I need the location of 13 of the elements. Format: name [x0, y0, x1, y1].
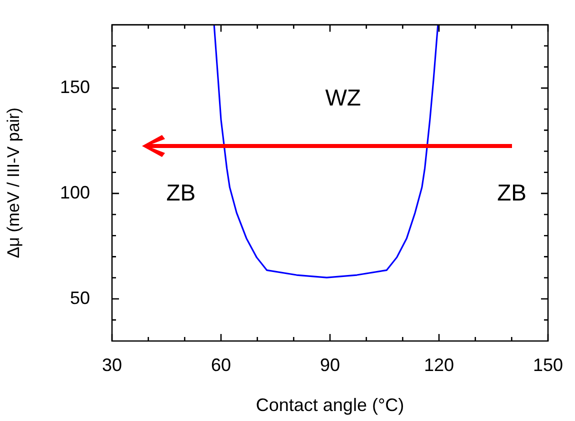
x-tick-label: 150 [532, 354, 564, 375]
y-axis-title: Δμ (meV / III-V pair) [4, 108, 23, 258]
y-tick-label: 50 [70, 288, 90, 308]
annotation: ZB [166, 179, 196, 206]
x-tick-label: 120 [424, 354, 454, 375]
x-axis-title: Contact angle (°C) [256, 395, 404, 416]
y-tick-label: 100 [60, 182, 90, 202]
y-tick-label: 150 [60, 77, 90, 98]
x-tick-label: 30 [102, 354, 122, 375]
annotation: WZ [325, 84, 361, 110]
x-tick-label: 60 [210, 354, 232, 375]
x-tick-label: 90 [320, 354, 340, 375]
annotation: ZB [497, 179, 527, 206]
